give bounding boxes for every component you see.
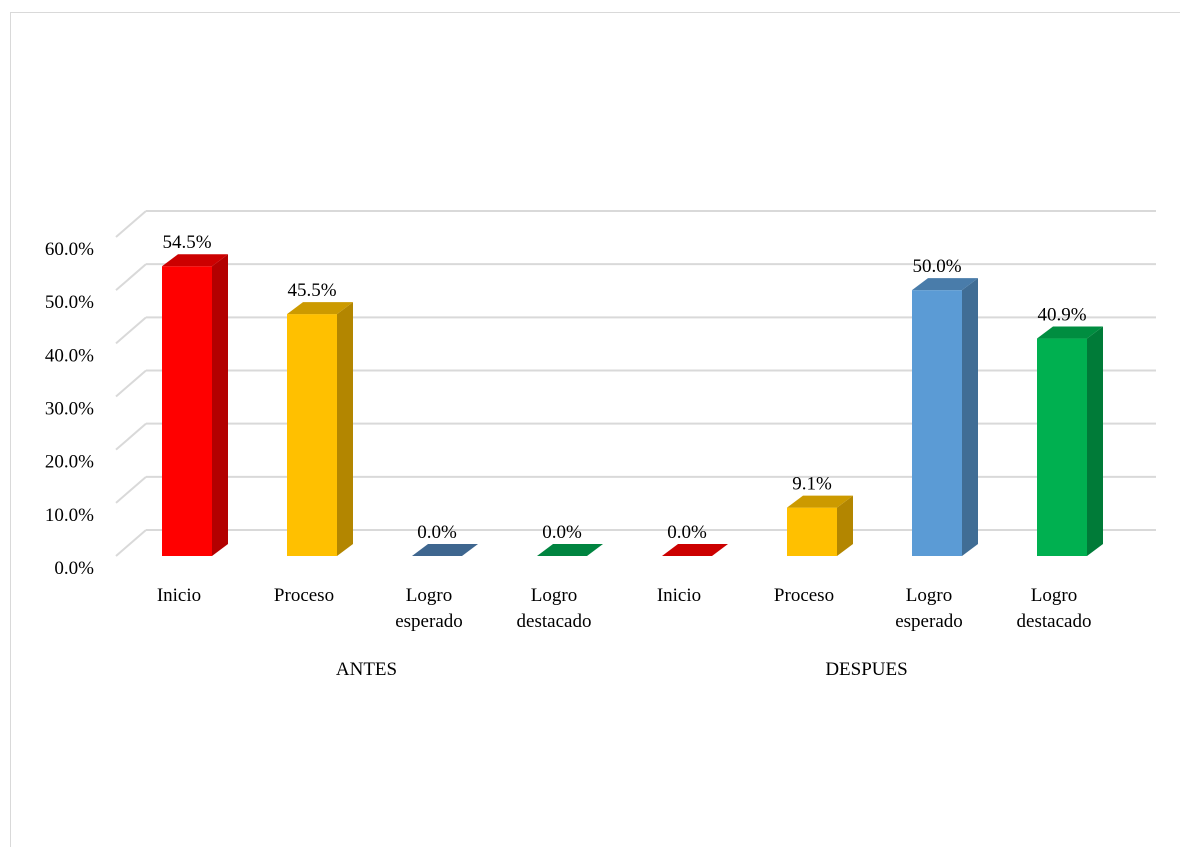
gridline-diagonal [115, 476, 147, 504]
category-label: Inicio [157, 585, 201, 606]
bar-top [1037, 326, 1103, 339]
bar-side [1087, 326, 1103, 556]
bar: 45.5% [287, 280, 353, 556]
bar: 40.9% [1037, 305, 1103, 556]
gridlines [115, 210, 1156, 557]
y-tick-label: 10.0% [45, 505, 94, 526]
bar-side [837, 495, 853, 556]
x-axis-groups: ANTES DESPUES [336, 659, 908, 680]
category-label: esperado [395, 611, 463, 632]
bars: 54.5% 45.5% 0.0% 0.0% 0.0% 9.1% 50.0% 40.9% [162, 232, 1103, 556]
data-label: 0.0% [542, 522, 582, 543]
data-label: 50.0% [912, 256, 961, 277]
data-label: 0.0% [417, 522, 457, 543]
gridline-diagonal [115, 529, 147, 557]
gridline-diagonal [115, 210, 147, 238]
bar-top [537, 544, 603, 556]
y-tick-label: 20.0% [45, 452, 94, 473]
data-label: 54.5% [162, 232, 211, 253]
category-label: esperado [895, 611, 963, 632]
gridline-diagonal [115, 369, 147, 398]
bar-front [1037, 338, 1087, 556]
bar-top [412, 544, 478, 556]
category-label: Logro [906, 585, 952, 606]
bar: 9.1% [787, 474, 853, 556]
x-axis-categories: Inicio Proceso Logro esperado Logro destacado… [157, 585, 1092, 632]
category-label: Proceso [774, 585, 834, 606]
data-label: 0.0% [667, 522, 707, 543]
bar-front [787, 507, 837, 556]
gridline-diagonal [115, 422, 147, 451]
y-tick-label: 60.0% [45, 239, 94, 260]
bar: 0.0% [662, 522, 728, 556]
data-label: 45.5% [287, 280, 336, 301]
chart-frame: 0.0% 10.0% 20.0% 30.0% 40.0% 50.0% 60.0% 54.5% 4… [10, 12, 1180, 847]
bar-top [162, 254, 228, 267]
gridline-diagonal [115, 316, 147, 345]
category-label: destacado [1017, 611, 1092, 632]
y-axis-ticks: 0.0% 10.0% 20.0% 30.0% 40.0% 50.0% 60.0% [45, 239, 94, 579]
bar-side [962, 278, 978, 556]
gridline-diagonal [115, 263, 147, 291]
bar-top [287, 302, 353, 315]
category-label: Inicio [657, 585, 701, 606]
data-label: 40.9% [1037, 305, 1086, 326]
category-label: Logro [406, 585, 452, 606]
y-tick-label: 0.0% [54, 558, 94, 579]
bar: 0.0% [412, 522, 478, 556]
y-tick-label: 50.0% [45, 292, 94, 313]
category-label: Logro [531, 585, 577, 606]
group-label: DESPUES [825, 659, 907, 680]
bar: 0.0% [537, 522, 603, 556]
category-label: Logro [1031, 585, 1077, 606]
group-label: ANTES [336, 659, 397, 680]
category-label: destacado [517, 611, 592, 632]
bar-top [662, 544, 728, 556]
bar-chart: 0.0% 10.0% 20.0% 30.0% 40.0% 50.0% 60.0% 54.5% 4… [45, 210, 1156, 680]
bar: 54.5% [162, 232, 228, 556]
bar-top [912, 278, 978, 291]
bar-front [162, 266, 212, 556]
bar: 50.0% [912, 256, 978, 556]
y-tick-label: 30.0% [45, 399, 94, 420]
category-label: Proceso [274, 585, 334, 606]
bar-front [912, 290, 962, 556]
bar-front [287, 314, 337, 556]
bar-side [212, 254, 228, 556]
data-label: 9.1% [792, 474, 832, 495]
bar-top [787, 495, 853, 508]
bar-side [337, 302, 353, 556]
y-tick-label: 40.0% [45, 345, 94, 366]
